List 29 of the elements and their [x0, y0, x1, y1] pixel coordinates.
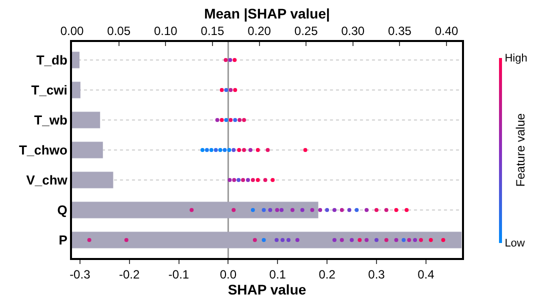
x2-tick-label: 0.15 [200, 24, 224, 38]
x2-tick-label: 0.25 [294, 24, 318, 38]
x-tick-label: 0.1 [269, 267, 286, 282]
y-tick-label: T_db [36, 52, 68, 68]
text: High [504, 52, 528, 64]
y-tick-label: P [58, 232, 68, 248]
x2-tick-label: 0.30 [341, 24, 365, 38]
y-tick-label: Q [57, 202, 68, 218]
x2-axis-title: Mean |SHAP value| [204, 5, 330, 22]
x-tick-label: 0.3 [368, 267, 386, 282]
x-tick-label: -0.3 [70, 267, 91, 282]
y-tick-label: V_chw [26, 172, 68, 188]
y-tick-label: T_chwo [18, 142, 68, 158]
x2-tick-label: 0.35 [388, 24, 412, 38]
x-tick-label: 0.2 [318, 267, 336, 282]
y-tick-label: T_wb [34, 112, 68, 128]
x2-tick-label: 0.00 [60, 24, 84, 38]
y-tick-label: T_cwi [31, 82, 68, 98]
x-axis-title: SHAP value [228, 281, 306, 298]
x-tick-label: 0.0 [220, 267, 237, 282]
x-tick-label: 0.4 [418, 267, 435, 282]
x-tick-label: -0.1 [168, 267, 190, 282]
text: Low [504, 237, 525, 250]
x2-tick-label: 0.05 [107, 24, 131, 38]
x2-tick-label: 0.10 [154, 24, 178, 38]
x2-tick-label: 0.40 [434, 24, 459, 38]
x-tick-label: -0.2 [118, 267, 140, 282]
color-bar-title: Feature value [513, 112, 528, 187]
x2-tick-label: 0.20 [248, 24, 272, 38]
